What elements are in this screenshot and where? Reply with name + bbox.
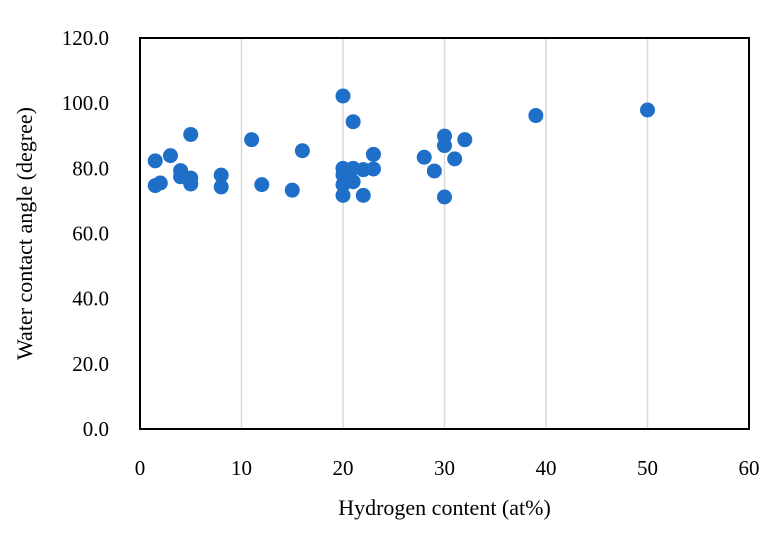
x-tick-label: 10 xyxy=(231,456,252,480)
y-tick-label: 80.0 xyxy=(72,156,109,180)
data-point xyxy=(147,153,163,169)
data-point xyxy=(345,114,361,130)
data-point xyxy=(365,146,381,162)
data-point xyxy=(437,138,452,154)
data-point xyxy=(213,179,229,195)
data-point xyxy=(447,151,463,167)
y-tick-label: 120.0 xyxy=(62,26,109,50)
x-tick-label: 30 xyxy=(434,456,455,480)
data-point xyxy=(640,102,655,118)
data-point xyxy=(244,132,260,148)
data-point xyxy=(335,88,351,104)
y-tick-label: 100.0 xyxy=(62,91,109,115)
data-point xyxy=(162,148,178,164)
data-point xyxy=(284,182,300,198)
data-point xyxy=(345,174,361,190)
y-tick-label: 60.0 xyxy=(72,222,109,246)
plot-area-border xyxy=(139,37,750,430)
data-point xyxy=(254,177,270,193)
data-point xyxy=(437,189,452,205)
y-axis-title: Water contact angle (degree) xyxy=(12,107,37,360)
data-point xyxy=(213,167,229,183)
y-tick-label: 0.0 xyxy=(83,417,109,441)
y-tick-label: 40.0 xyxy=(72,287,109,311)
x-axis-title: Hydrogen content (at%) xyxy=(338,495,551,520)
data-point xyxy=(152,175,168,191)
data-point xyxy=(416,149,432,165)
data-point xyxy=(426,163,442,179)
data-point xyxy=(365,161,381,177)
x-tick-label: 50 xyxy=(637,456,658,480)
data-point xyxy=(355,187,371,203)
y-tick-label: 20.0 xyxy=(72,352,109,376)
data-point xyxy=(183,126,199,142)
x-tick-label: 0 xyxy=(135,456,146,480)
data-points xyxy=(147,88,655,205)
data-point xyxy=(528,108,544,124)
x-tick-label: 20 xyxy=(333,456,354,480)
x-tick-label: 40 xyxy=(536,456,557,480)
data-point xyxy=(335,187,351,203)
x-axis-ticks: 0 10 20 30 40 50 60 xyxy=(135,456,760,480)
x-tick-label: 60 xyxy=(739,456,760,480)
data-point xyxy=(457,132,473,148)
y-axis-ticks: 0.0 20.0 40.0 60.0 80.0 100.0 120.0 xyxy=(62,26,109,441)
data-point xyxy=(183,176,199,192)
data-point xyxy=(294,143,310,159)
